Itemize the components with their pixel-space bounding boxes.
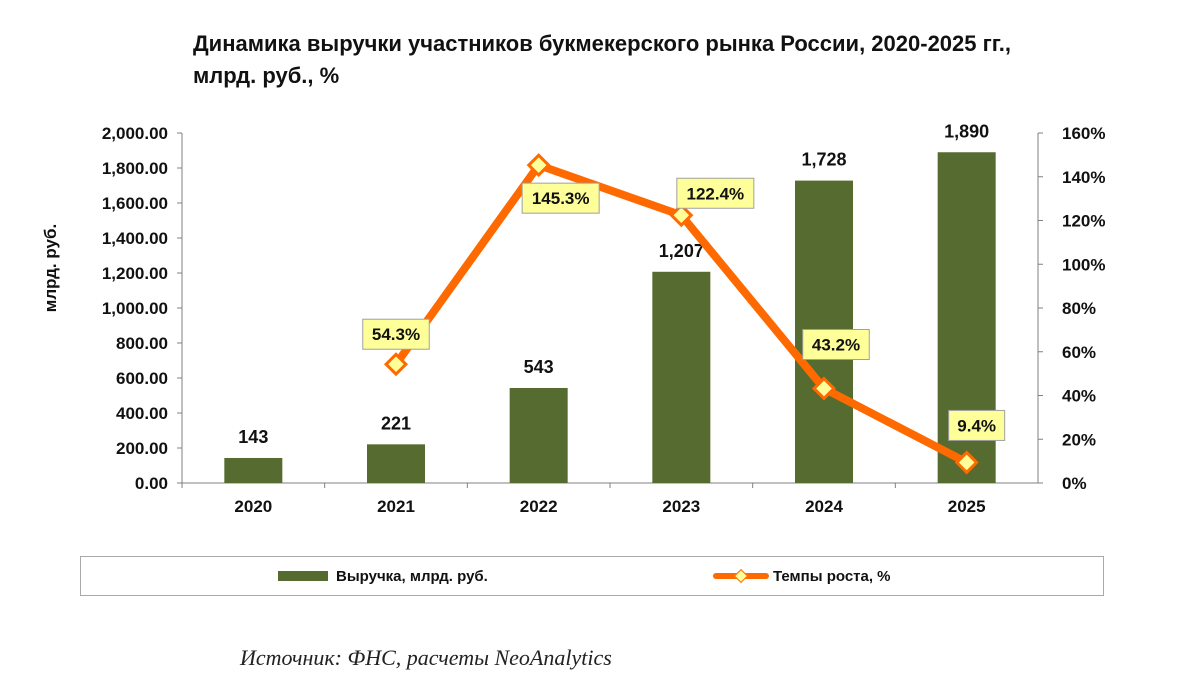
- x-tick-label: 2023: [662, 497, 700, 516]
- y-left-tick-label: 200.00: [116, 439, 168, 458]
- x-tick-label: 2022: [520, 497, 558, 516]
- legend-item-growth: Темпы роста, %: [713, 557, 891, 595]
- growth-label-box-2024: [802, 329, 870, 360]
- y-left-tick-label: 400.00: [116, 404, 168, 423]
- bar-2022: [509, 387, 568, 483]
- growth-label-2021: 54.3%: [372, 325, 420, 344]
- y-left-tick-label: 1,400.00: [102, 229, 168, 248]
- growth-label-box-2022: [521, 182, 600, 214]
- bar-2021: [367, 444, 425, 483]
- bar-label-2025: 1,890: [944, 121, 989, 141]
- legend-bar-swatch: [278, 571, 328, 581]
- y-left-tick-label: 1,000.00: [102, 299, 168, 318]
- y-left-tick-label: 1,200.00: [102, 264, 168, 283]
- legend-line-swatch: [713, 568, 769, 584]
- y-left-tick-label: 1,800.00: [102, 159, 168, 178]
- y-right-tick-label: 120%: [1062, 212, 1105, 231]
- bar-label-2023: 1,207: [659, 241, 704, 261]
- chart-title: Динамика выручки участников букмекерског…: [193, 28, 1173, 92]
- growth-label-2024: 43.2%: [812, 336, 860, 355]
- x-tick-label: 2025: [948, 497, 986, 516]
- source-note: Источник: ФНС, расчеты NeoAnalytics: [240, 645, 612, 670]
- bar-label-2022: 543: [524, 357, 554, 377]
- y-right-tick-label: 60%: [1062, 343, 1096, 362]
- growth-label-box-2021: [362, 318, 430, 350]
- legend-growth-label: Темпы роста, %: [773, 567, 891, 585]
- y-right-tick-label: 80%: [1062, 299, 1096, 318]
- legend: Выручка, млрд. руб. Темпы роста, %: [80, 556, 1104, 596]
- growth-label-2023: 122.4%: [686, 184, 744, 203]
- growth-point-2025: [954, 450, 979, 475]
- growth-point-2024: [811, 376, 837, 401]
- growth-point-2022: [526, 153, 551, 178]
- growth-label-2022: 145.3%: [532, 189, 590, 208]
- y-left-tick-label: 2,000.00: [102, 124, 168, 143]
- growth-point-2021: [383, 352, 409, 377]
- y-right-tick-label: 160%: [1062, 124, 1105, 143]
- bar-2023: [652, 271, 711, 483]
- growth-point-2023: [669, 203, 694, 228]
- y-left-axis-title: млрд. руб.: [41, 224, 60, 312]
- y-right-tick-label: 140%: [1062, 168, 1105, 187]
- chart-title-line-2: млрд. руб., %: [193, 63, 340, 88]
- bar-label-2024: 1,728: [801, 150, 846, 170]
- chart-area: 0.00 200.00 400.00 600.00 800.00 1,000.00 1,20…: [41, 121, 1105, 516]
- y-left-tick-label: 1,600.00: [102, 194, 168, 213]
- y-right-tick-label: 0%: [1062, 474, 1087, 493]
- growth-label-2025: 9.4%: [957, 416, 996, 435]
- y-right-tick-label: 20%: [1062, 430, 1096, 449]
- chart-title-line-1: Динамика выручки участников букмекерског…: [193, 31, 1011, 56]
- legend-revenue-label: Выручка, млрд. руб.: [336, 567, 488, 585]
- y-left-tick-label: 600.00: [116, 369, 168, 388]
- growth-label-box-2025: [948, 409, 1006, 441]
- legend-item-revenue: Выручка, млрд. руб.: [278, 557, 488, 595]
- y-right-tick-label: 100%: [1062, 255, 1105, 274]
- bar-label-2021: 221: [381, 413, 411, 433]
- x-tick-label: 2024: [805, 497, 843, 516]
- y-left-tick-label: 800.00: [116, 334, 168, 353]
- growth-label-box-2023: [676, 177, 755, 209]
- bar-2020: [224, 457, 283, 483]
- y-left-tick-label: 0.00: [135, 474, 168, 493]
- x-tick-label: 2021: [377, 497, 415, 516]
- y-right-tick-label: 40%: [1062, 387, 1096, 406]
- x-tick-label: 2020: [234, 497, 272, 516]
- bar-label-2020: 143: [238, 427, 268, 447]
